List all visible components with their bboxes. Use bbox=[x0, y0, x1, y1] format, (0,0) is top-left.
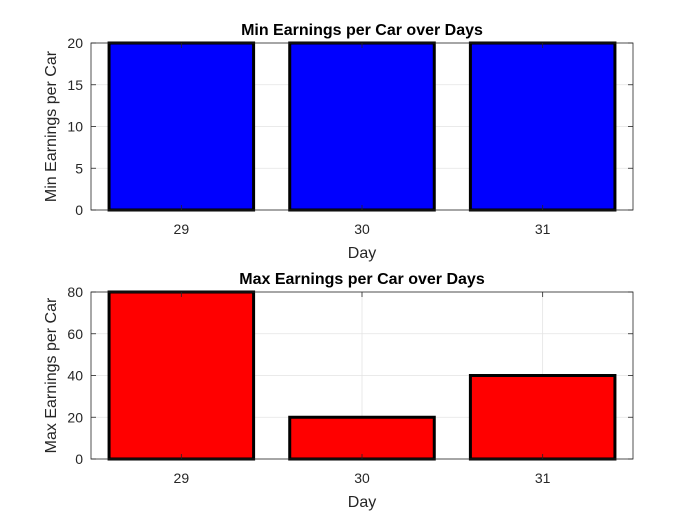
bars bbox=[107, 41, 617, 212]
y-tick-label: 60 bbox=[67, 326, 83, 342]
y-tick-label: 10 bbox=[67, 119, 83, 135]
y-axis-label: Min Earnings per Car bbox=[43, 50, 60, 202]
x-tick-label: 29 bbox=[174, 470, 190, 486]
x-axis-label: Day bbox=[348, 245, 376, 262]
min-earnings-chart: 0 5 10 15 20 29 30 31 Min Earnings per Car over… bbox=[43, 22, 634, 262]
bar-day-29 bbox=[107, 290, 256, 461]
chart-title: Min Earnings per Car over Days bbox=[241, 22, 483, 39]
ticks: 0 5 10 15 20 29 30 31 bbox=[67, 35, 633, 237]
bars bbox=[107, 290, 617, 461]
x-tick-label: 30 bbox=[354, 221, 370, 237]
y-tick-label: 0 bbox=[75, 451, 83, 467]
x-axis-label: Day bbox=[348, 494, 376, 511]
y-tick-label: 80 bbox=[67, 284, 83, 300]
x-tick-label: 29 bbox=[174, 221, 190, 237]
ticks: 0 20 40 60 80 29 30 31 bbox=[67, 284, 633, 486]
y-tick-label: 5 bbox=[75, 160, 83, 176]
bar-day-29 bbox=[107, 41, 256, 212]
x-tick-label: 31 bbox=[535, 221, 551, 237]
bar-day-30 bbox=[288, 415, 436, 461]
bar-day-31 bbox=[468, 374, 617, 461]
x-tick-label: 31 bbox=[535, 470, 551, 486]
y-tick-label: 0 bbox=[75, 202, 83, 218]
y-tick-label: 40 bbox=[67, 368, 83, 384]
bar-day-30 bbox=[288, 41, 436, 212]
x-tick-label: 30 bbox=[354, 470, 370, 486]
y-tick-label: 15 bbox=[67, 77, 83, 93]
max-earnings-chart: 0 20 40 60 80 29 30 31 Max Earnings per Car ove… bbox=[43, 271, 634, 511]
y-tick-label: 20 bbox=[67, 35, 83, 51]
y-tick-label: 20 bbox=[67, 409, 83, 425]
chart-title: Max Earnings per Car over Days bbox=[239, 271, 485, 288]
y-axis-label: Max Earnings per Car bbox=[43, 297, 60, 453]
bar-day-31 bbox=[468, 41, 617, 212]
